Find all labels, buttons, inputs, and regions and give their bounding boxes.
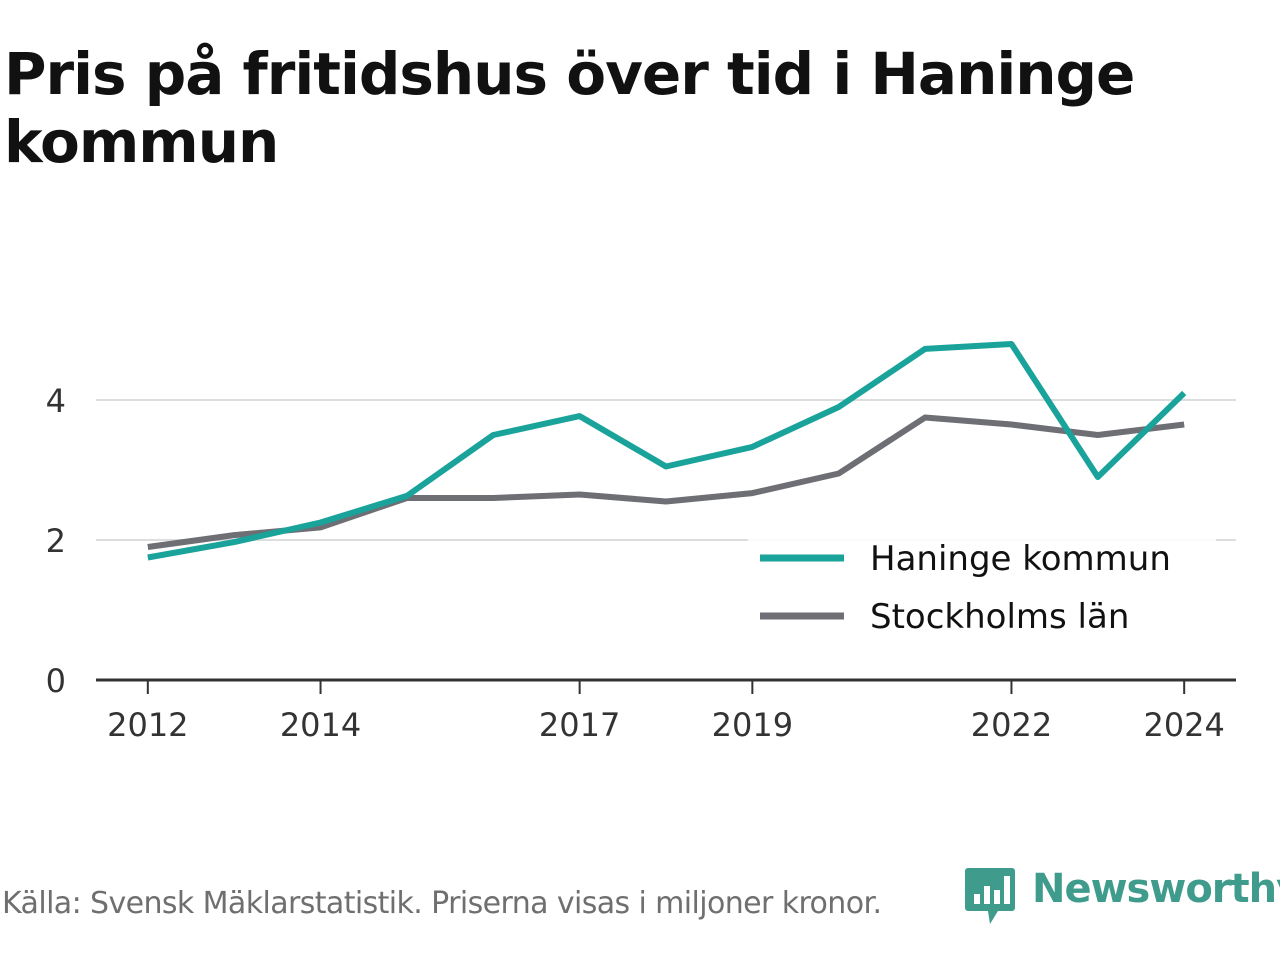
x-tick-label: 2012	[107, 706, 188, 744]
legend-label: Haninge kommun	[870, 539, 1171, 579]
chart-title: Pris på fritidshus över tid i Haninge ko…	[4, 40, 1135, 176]
legend-label: Stockholms län	[870, 597, 1129, 637]
x-tick-label: 2022	[971, 706, 1052, 744]
x-tick-label: 2014	[280, 706, 361, 744]
y-tick-label: 4	[46, 382, 66, 420]
bar-chart-speech-bubble-icon	[965, 868, 1015, 924]
x-tick-label: 2024	[1143, 706, 1224, 744]
source-note: Källa: Svensk Mäklarstatistik. Priserna …	[2, 886, 882, 921]
y-tick-label: 0	[46, 662, 66, 700]
y-tick-label: 2	[46, 522, 66, 560]
x-tick-label: 2017	[539, 706, 620, 744]
series-line	[147, 341, 1187, 561]
brand-name: Newsworthy	[1032, 866, 1280, 912]
newsworthy-logo: Newsworthy	[964, 864, 1280, 928]
x-tick-label: 2019	[712, 706, 793, 744]
legend-background	[748, 526, 1216, 646]
series-line	[147, 414, 1185, 550]
